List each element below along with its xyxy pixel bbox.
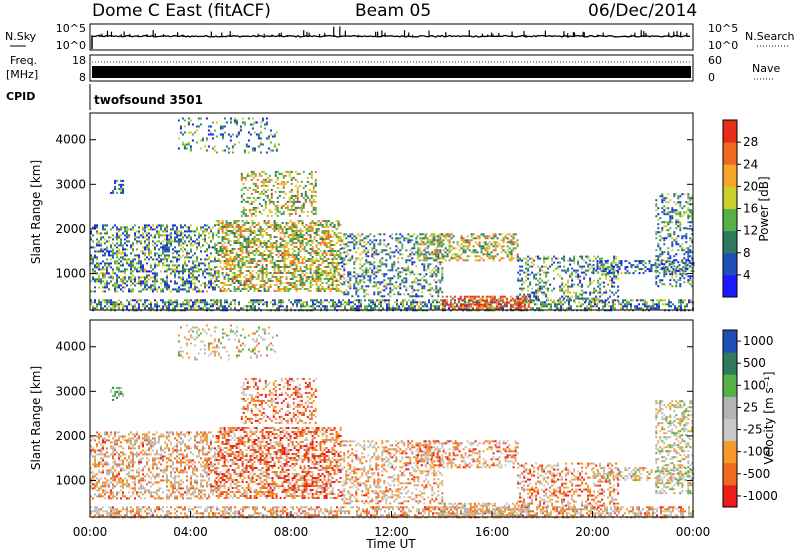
power-ytick-label: 4000 bbox=[55, 133, 86, 147]
power-ytick-label: 3000 bbox=[55, 177, 86, 191]
velocity-colorbar-tick-label: -100 bbox=[743, 445, 770, 459]
velocity-colorbar bbox=[723, 330, 737, 508]
velocity-xtick-label: 12:00 bbox=[374, 525, 409, 539]
nsky-panel bbox=[89, 23, 694, 51]
power-colorbar-label: Power [dB] bbox=[757, 176, 771, 241]
nsearch-label: N.Search bbox=[745, 30, 795, 43]
power-heatmap bbox=[90, 117, 695, 312]
velocity-colorbar-tick-label: -25 bbox=[743, 423, 763, 437]
nsky-line bbox=[91, 34, 691, 38]
cpid-label: CPID bbox=[6, 90, 35, 103]
nsky-tick-top: 10^5 bbox=[56, 22, 86, 35]
velocity-colorbar-tick-label: -500 bbox=[743, 467, 770, 481]
power-colorbar-tick-label: 4 bbox=[743, 268, 751, 282]
nsky-label: N.Sky bbox=[5, 30, 37, 43]
freq-tick-bottom: 8 bbox=[79, 71, 86, 84]
velocity-colorbar-label: Velocity [m s⁻¹] bbox=[762, 371, 776, 464]
velocity-colorbar-band bbox=[723, 418, 737, 442]
nsearch-tick-bottom: 10^0 bbox=[708, 39, 738, 52]
velocity-ylabel: Slant Range [km] bbox=[29, 366, 43, 470]
velocity-ytick-label: 3000 bbox=[55, 384, 86, 398]
velocity-ytick-label: 4000 bbox=[55, 340, 86, 354]
velocity-xtick-label: 00:00 bbox=[676, 525, 711, 539]
power-ytick-label: 1000 bbox=[55, 266, 86, 280]
power-colorbar-band bbox=[723, 120, 737, 143]
velocity-heatmap bbox=[90, 324, 695, 519]
station-title: Dome C East (fitACF) bbox=[92, 1, 271, 21]
power-colorbar-band bbox=[723, 252, 737, 276]
power-colorbar-tick-label: 28 bbox=[743, 135, 758, 149]
velocity-xlabel: Time UT bbox=[365, 537, 416, 551]
power-colorbar-band bbox=[723, 186, 737, 209]
freq-label: Freq. bbox=[10, 54, 37, 67]
power-colorbar-band bbox=[723, 164, 737, 187]
velocity-xtick-label: 16:00 bbox=[475, 525, 510, 539]
power-colorbar-tick-label: 12 bbox=[743, 224, 758, 238]
velocity-colorbar-band bbox=[723, 352, 737, 375]
velocity-xtick-label: 20:00 bbox=[575, 525, 610, 539]
freq-trace bbox=[92, 66, 691, 78]
velocity-colorbar-band bbox=[723, 330, 737, 353]
velocity-xtick-label: 08:00 bbox=[274, 525, 309, 539]
power-colorbar-tick-label: 16 bbox=[743, 202, 758, 216]
beam-title: Beam 05 bbox=[355, 1, 431, 21]
power-panel-frame bbox=[89, 112, 694, 311]
velocity-ytick-label: 2000 bbox=[55, 429, 86, 443]
power-colorbar-tick-label: 8 bbox=[743, 246, 751, 260]
velocity-colorbar-band bbox=[723, 462, 737, 486]
power-colorbar bbox=[723, 120, 737, 298]
velocity-ytick-label: 1000 bbox=[55, 473, 86, 487]
velocity-colorbar-tick-label: 100 bbox=[743, 378, 766, 392]
velocity-colorbar-frame bbox=[722, 329, 738, 508]
freq-unit: [MHz] bbox=[6, 68, 38, 81]
power-colorbar-band bbox=[723, 208, 737, 232]
power-ytick-label: 2000 bbox=[55, 222, 86, 236]
velocity-colorbar-band bbox=[723, 484, 737, 508]
velocity-xtick-label: 04:00 bbox=[173, 525, 208, 539]
date-title: 06/Dec/2014 bbox=[588, 1, 697, 21]
nave-tick-bottom: 0 bbox=[708, 71, 715, 84]
velocity-colorbar-band bbox=[723, 440, 737, 464]
power-colorbar-tick-label: 20 bbox=[743, 179, 758, 193]
nsearch-tick-top: 10^5 bbox=[708, 22, 738, 35]
velocity-colorbar-tick-label: -1000 bbox=[743, 489, 778, 503]
freq-tick-top: 18 bbox=[72, 54, 86, 67]
velocity-colorbar-band bbox=[723, 374, 737, 397]
power-ylabel: Slant Range [km] bbox=[29, 160, 43, 264]
nsky-trace bbox=[91, 26, 691, 49]
freq-panel bbox=[89, 54, 694, 82]
velocity-colorbar-tick-label: 25 bbox=[743, 400, 758, 414]
power-colorbar-band bbox=[723, 230, 737, 254]
nave-tick-top: 60 bbox=[708, 54, 722, 67]
power-colorbar-band bbox=[723, 274, 737, 298]
nsky-tick-bottom: 10^0 bbox=[56, 39, 86, 52]
velocity-colorbar-band bbox=[723, 396, 737, 419]
velocity-xtick-label: 00:00 bbox=[73, 525, 108, 539]
velocity-colorbar-tick-label: 1000 bbox=[743, 334, 774, 348]
velocity-colorbar-tick-label: 500 bbox=[743, 356, 766, 370]
power-colorbar-tick-label: 24 bbox=[743, 157, 758, 171]
power-colorbar-band bbox=[723, 142, 737, 165]
cpid-program: twofsound 3501 bbox=[94, 93, 203, 107]
nave-label: Nave bbox=[752, 62, 780, 75]
